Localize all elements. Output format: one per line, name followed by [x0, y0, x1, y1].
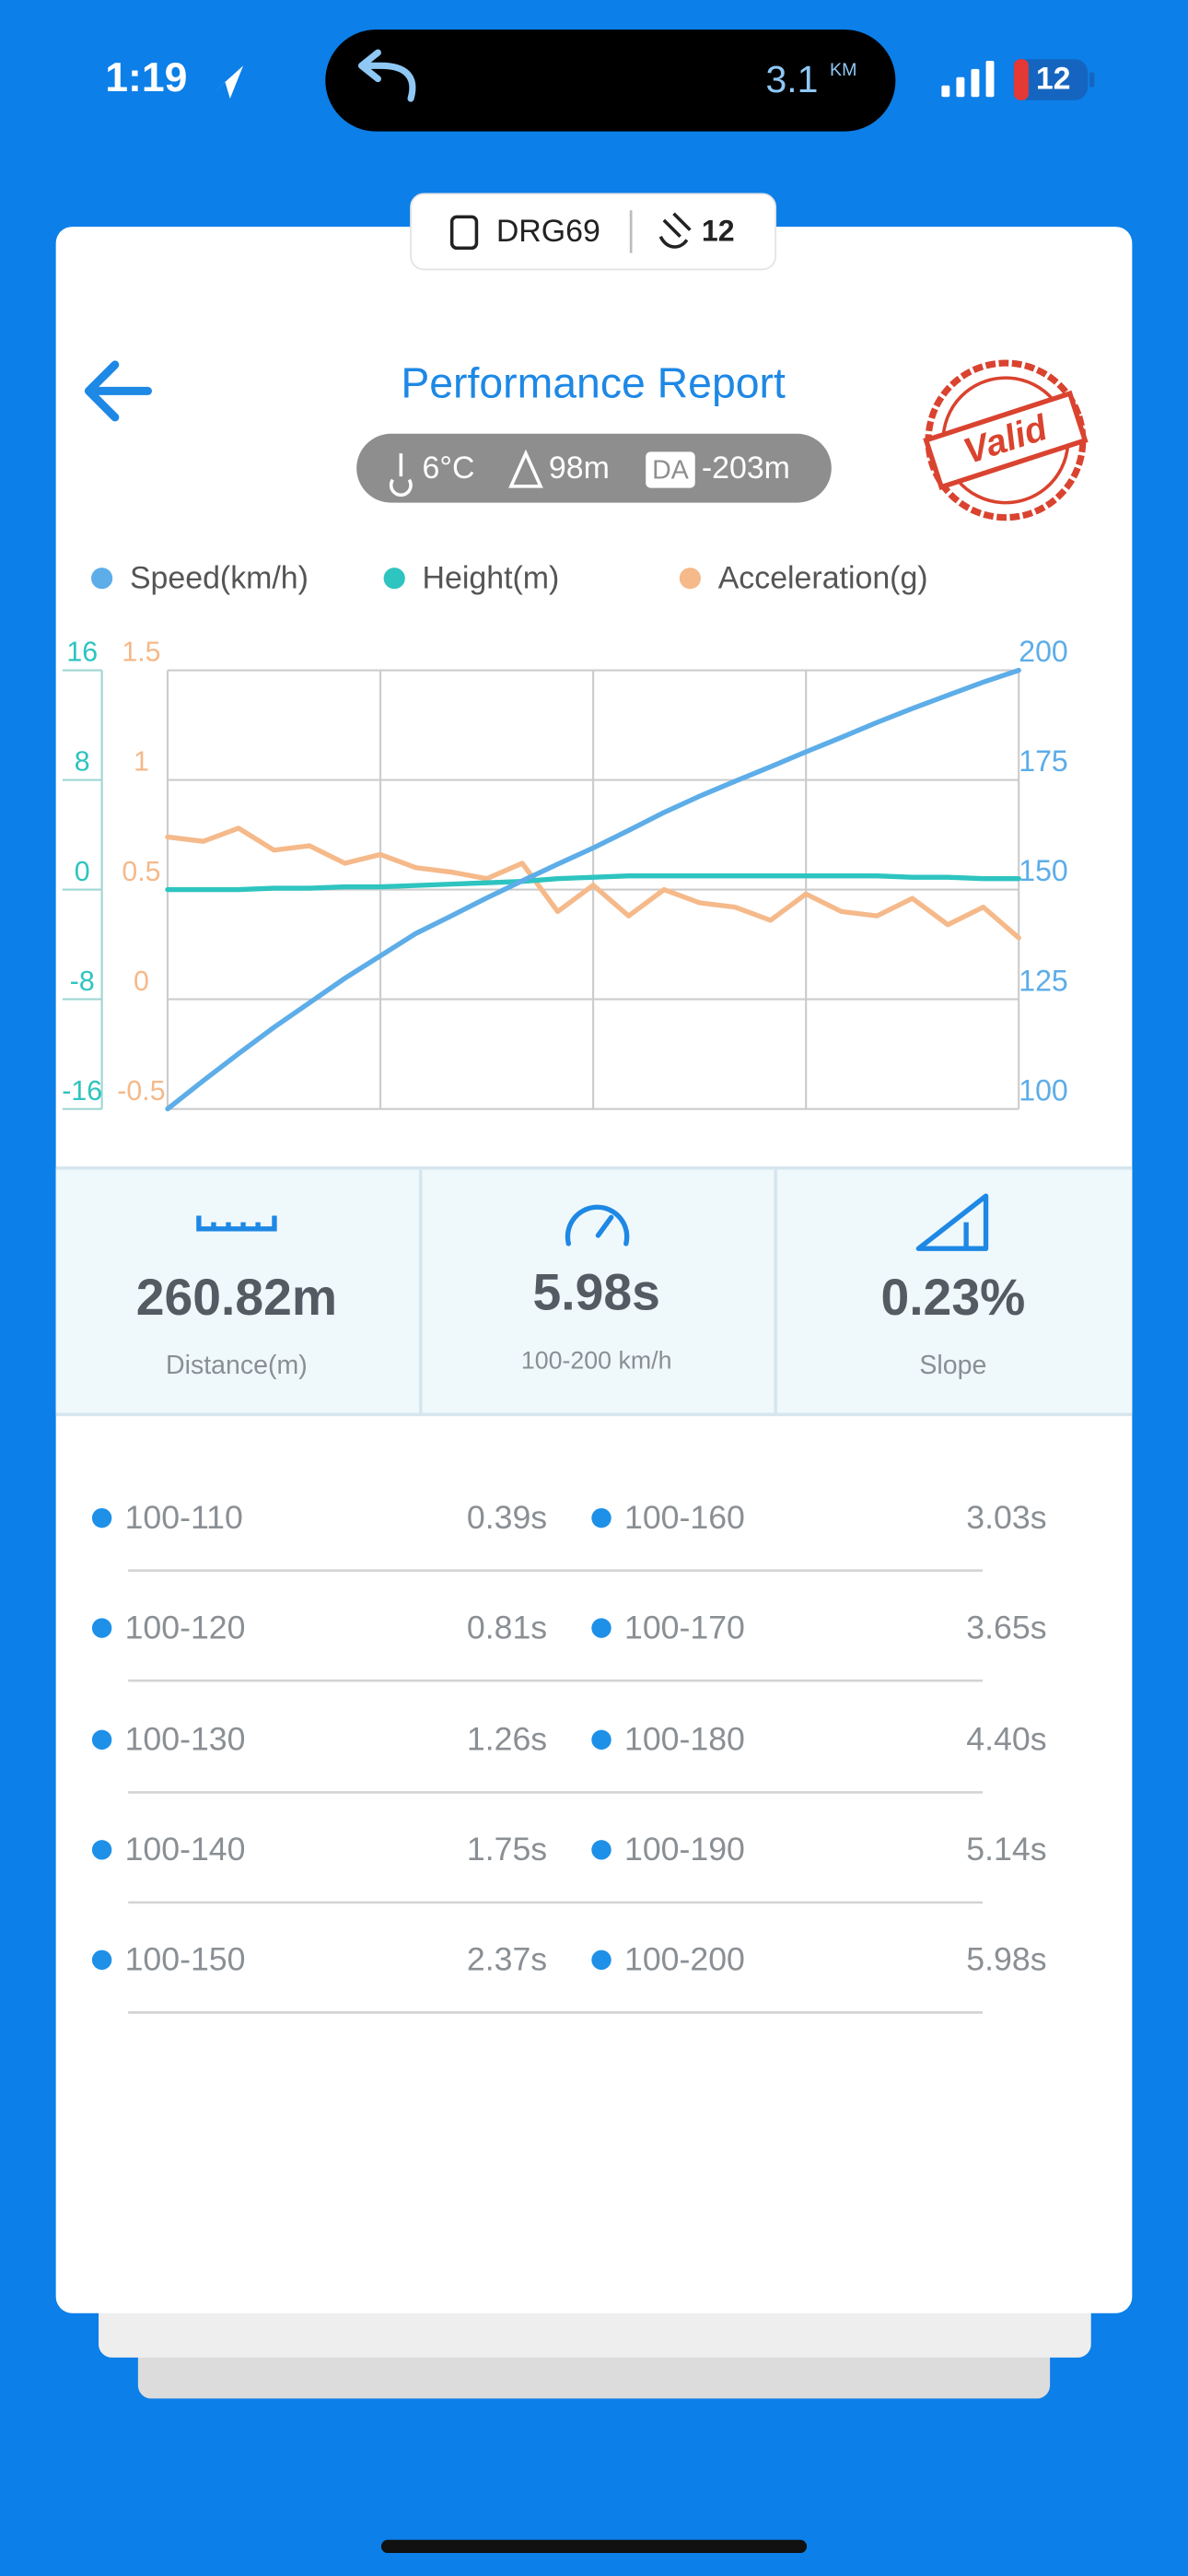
- y-tick-label: -8: [70, 966, 95, 997]
- location-icon: [210, 65, 244, 99]
- y-tick-label: -16: [62, 1076, 102, 1107]
- y2-tick-label: 175: [1019, 744, 1068, 778]
- y3-tick-label: 1: [134, 747, 149, 778]
- split-range: 100-120: [125, 1609, 246, 1645]
- legend-label: Height(m): [423, 560, 560, 595]
- stat-value: 5.98s: [532, 1264, 659, 1321]
- y-tick-label: 16: [66, 638, 98, 668]
- split-dot: [591, 1507, 611, 1528]
- split-range: 100-180: [624, 1721, 745, 1758]
- split-dot: [91, 1618, 112, 1638]
- series-line: [165, 873, 1021, 893]
- y3-tick-label: 1.5: [122, 638, 160, 668]
- gauge-icon: [565, 1204, 630, 1247]
- altitude: 98m: [549, 451, 610, 486]
- split-time: 5.98s: [966, 1941, 1046, 1978]
- stat-label: 100-200 km/h: [521, 1346, 672, 1374]
- signal-icon: [941, 60, 995, 98]
- island-distance-unit: KM: [830, 60, 856, 80]
- clock: 1:19: [105, 55, 187, 100]
- satellite-count: 12: [702, 215, 735, 248]
- split-dot: [591, 1729, 611, 1751]
- split-dot: [591, 1950, 611, 1971]
- y3-tick-label: 0.5: [122, 857, 160, 887]
- device-icon: [449, 215, 479, 251]
- stat-value: 260.82m: [136, 1269, 337, 1326]
- conditions-pill: [356, 433, 832, 503]
- split-dot: [91, 1840, 112, 1860]
- split-dot: [591, 1618, 611, 1638]
- split-range: 100-200: [624, 1941, 745, 1978]
- split-dot: [591, 1840, 611, 1860]
- legend-marker: [91, 568, 113, 590]
- dynamic-island: [325, 29, 896, 132]
- split-range: 100-160: [624, 1499, 745, 1536]
- y-tick-label: 0: [75, 857, 90, 887]
- split-time: 5.14s: [966, 1831, 1046, 1868]
- series-line: [165, 825, 1021, 941]
- split-time: 0.81s: [467, 1609, 547, 1645]
- split-range: 100-140: [125, 1831, 246, 1868]
- y2-tick-label: 200: [1019, 635, 1068, 668]
- split-time: 4.40s: [966, 1721, 1046, 1758]
- ruler-icon: [196, 1215, 277, 1232]
- device-name: DRG69: [496, 214, 600, 249]
- split-range: 100-110: [125, 1499, 243, 1536]
- stat-value: 0.23%: [880, 1269, 1025, 1326]
- legend-label: Acceleration(g): [718, 560, 928, 595]
- y2-tick-label: 100: [1019, 1073, 1068, 1107]
- chart: Speed(km/h) Height(m) Acceleration(g) 16 8 0 -…: [62, 560, 1068, 1112]
- split-time: 1.75s: [467, 1831, 547, 1868]
- legend-label: Speed(km/h): [130, 560, 309, 595]
- mountain-icon: [508, 449, 543, 488]
- y3-tick-label: 0: [134, 966, 149, 997]
- y2-tick-label: 125: [1019, 964, 1068, 997]
- slope-icon: [915, 1193, 989, 1251]
- stats-panel: [55, 1169, 1133, 1413]
- legend-marker: [383, 568, 405, 590]
- split-dot: [91, 1950, 112, 1971]
- home-indicator: [380, 2539, 808, 2554]
- splits-list: 100-110 0.39s 100-160 3.03s 100-120 0.81s 100-…: [91, 1499, 1047, 2014]
- split-time: 3.65s: [966, 1609, 1046, 1645]
- split-range: 100-190: [624, 1831, 745, 1868]
- battery-percent: 12: [1036, 61, 1071, 96]
- split-dot: [91, 1507, 112, 1528]
- density-altitude: -203m: [702, 451, 790, 486]
- split-range: 100-150: [125, 1941, 246, 1978]
- satellite-icon: [658, 212, 692, 249]
- da-badge: [646, 451, 695, 488]
- island-distance: 3.1: [765, 58, 818, 100]
- split-range: 100-170: [624, 1609, 745, 1645]
- battery-cap: [1089, 72, 1095, 88]
- series-line: [165, 667, 1021, 1112]
- temperature: 6°C: [423, 451, 475, 486]
- title: Performance Report: [401, 358, 786, 406]
- battery-level: [1013, 59, 1029, 100]
- thermometer-icon: [389, 453, 413, 497]
- legend-marker: [679, 568, 701, 590]
- da-badge-text: DA: [652, 455, 689, 485]
- y3-tick-label: -0.5: [117, 1076, 165, 1107]
- split-time: 0.39s: [467, 1499, 547, 1536]
- return-icon: [357, 49, 416, 102]
- split-time: 3.03s: [966, 1499, 1046, 1536]
- split-dot: [91, 1729, 112, 1751]
- split-time: 1.26s: [467, 1721, 547, 1758]
- device-tag: [410, 193, 777, 271]
- stat-label: Slope: [919, 1351, 986, 1380]
- stat-label: Distance(m): [166, 1351, 308, 1380]
- battery: [1013, 59, 1089, 100]
- back-button[interactable]: [84, 360, 153, 422]
- split-time: 2.37s: [467, 1941, 547, 1978]
- y-tick-label: 8: [75, 747, 90, 778]
- y2-tick-label: 150: [1019, 854, 1068, 887]
- split-range: 100-130: [125, 1721, 246, 1758]
